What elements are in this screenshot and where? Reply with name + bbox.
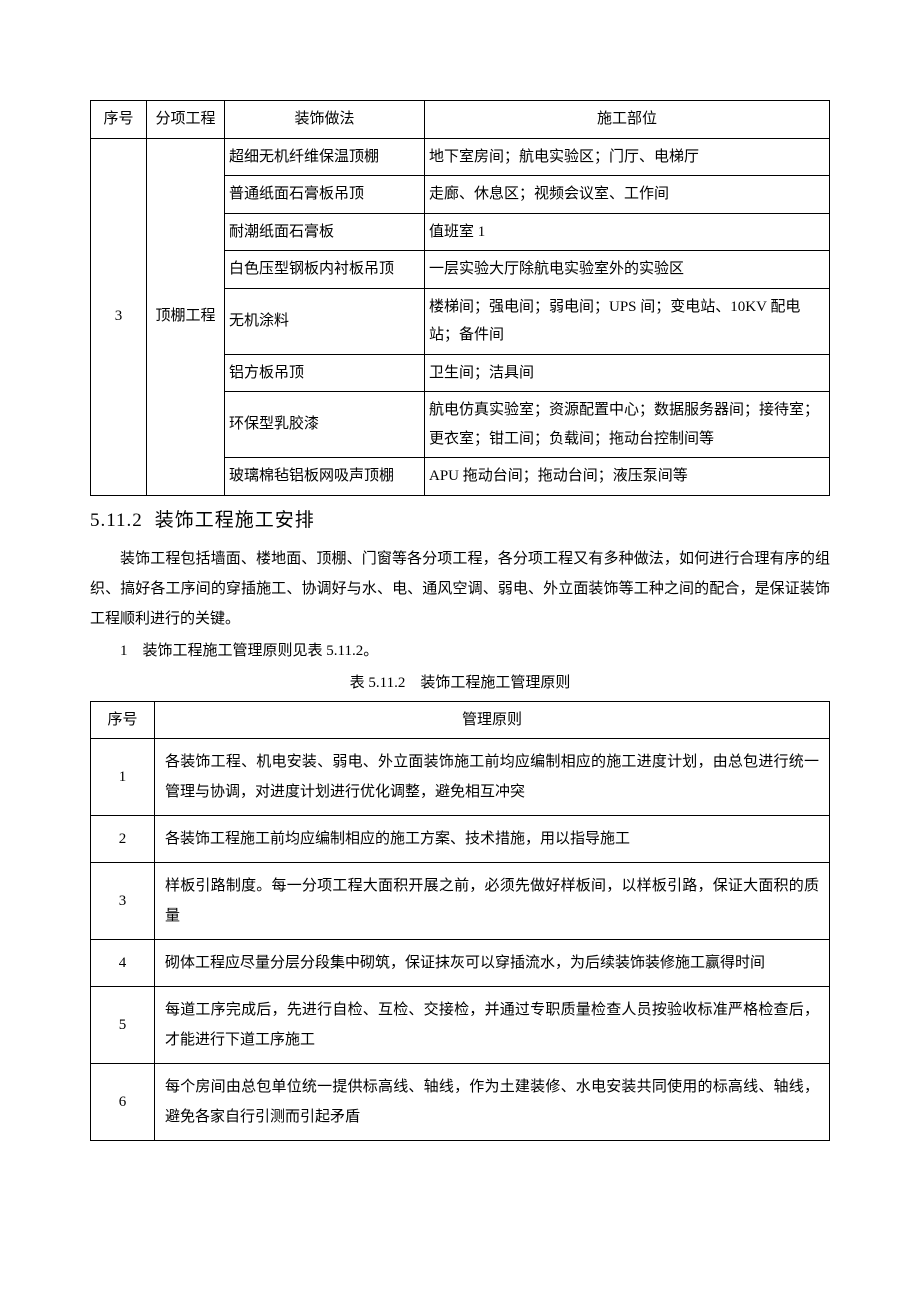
header-location: 施工部位 xyxy=(425,101,830,139)
table-header-row: 序号 管理原则 xyxy=(91,701,830,739)
cell-seq: 4 xyxy=(91,940,155,987)
heading-number: 5.11.2 xyxy=(90,510,143,531)
cell-principle: 各装饰工程施工前均应编制相应的施工方案、技术措施，用以指导施工 xyxy=(155,816,830,863)
heading-title: 装饰工程施工安排 xyxy=(155,510,315,531)
cell-location: 值班室 1 xyxy=(425,213,830,251)
table-row: 3 样板引路制度。每一分项工程大面积开展之前，必须先做好样板间，以样板引路，保证… xyxy=(91,863,830,940)
table-caption: 表 5.11.2 装饰工程施工管理原则 xyxy=(90,670,830,697)
table-row: 5 每道工序完成后，先进行自检、互检、交接检，并通过专职质量检查人员按验收标准严… xyxy=(91,987,830,1064)
table-row: 6 每个房间由总包单位统一提供标高线、轴线，作为土建装修、水电安装共同使用的标高… xyxy=(91,1064,830,1141)
cell-seq: 2 xyxy=(91,816,155,863)
table-row: 1 各装饰工程、机电安装、弱电、外立面装饰施工前均应编制相应的施工进度计划，由总… xyxy=(91,739,830,816)
header-project: 分项工程 xyxy=(147,101,225,139)
table-row: 4 砌体工程应尽量分层分段集中砌筑，保证抹灰可以穿插流水，为后续装饰装修施工赢得… xyxy=(91,940,830,987)
cell-method: 白色压型钢板内衬板吊顶 xyxy=(225,251,425,289)
cell-principle: 样板引路制度。每一分项工程大面积开展之前，必须先做好样板间，以样板引路，保证大面… xyxy=(155,863,830,940)
cell-method: 普通纸面石膏板吊顶 xyxy=(225,176,425,214)
header-principle: 管理原则 xyxy=(155,701,830,739)
cell-location: 航电仿真实验室；资源配置中心；数据服务器间；接待室；更衣室；钳工间；负载间；拖动… xyxy=(425,392,830,458)
header-method: 装饰做法 xyxy=(225,101,425,139)
cell-location: 走廊、休息区；视频会议室、工作间 xyxy=(425,176,830,214)
cell-location: 楼梯间；强电间；弱电间；UPS 间；变电站、10KV 配电站；备件间 xyxy=(425,288,830,354)
cell-principle: 砌体工程应尽量分层分段集中砌筑，保证抹灰可以穿插流水，为后续装饰装修施工赢得时间 xyxy=(155,940,830,987)
header-seq: 序号 xyxy=(91,101,147,139)
cell-method: 玻璃棉毡铝板网吸声顶棚 xyxy=(225,458,425,496)
cell-location: 一层实验大厅除航电实验室外的实验区 xyxy=(425,251,830,289)
cell-seq: 6 xyxy=(91,1064,155,1141)
table-decoration-methods: 序号 分项工程 装饰做法 施工部位 3 顶棚工程 超细无机纤维保温顶棚 地下室房… xyxy=(90,100,830,496)
cell-principle: 各装饰工程、机电安装、弱电、外立面装饰施工前均应编制相应的施工进度计划，由总包进… xyxy=(155,739,830,816)
header-seq: 序号 xyxy=(91,701,155,739)
cell-location: APU 拖动台间；拖动台间；液压泵间等 xyxy=(425,458,830,496)
cell-principle: 每个房间由总包单位统一提供标高线、轴线，作为土建装修、水电安装共同使用的标高线、… xyxy=(155,1064,830,1141)
cell-project: 顶棚工程 xyxy=(147,138,225,495)
table-management-principles: 序号 管理原则 1 各装饰工程、机电安装、弱电、外立面装饰施工前均应编制相应的施… xyxy=(90,701,830,1142)
section-heading: 5.11.2 装饰工程施工安排 xyxy=(90,504,830,538)
cell-seq: 5 xyxy=(91,987,155,1064)
cell-principle: 每道工序完成后，先进行自检、互检、交接检，并通过专职质量检查人员按验收标准严格检… xyxy=(155,987,830,1064)
cell-method: 无机涂料 xyxy=(225,288,425,354)
table-header-row: 序号 分项工程 装饰做法 施工部位 xyxy=(91,101,830,139)
cell-seq: 1 xyxy=(91,739,155,816)
cell-method: 环保型乳胶漆 xyxy=(225,392,425,458)
cell-method: 超细无机纤维保温顶棚 xyxy=(225,138,425,176)
cell-seq: 3 xyxy=(91,138,147,495)
table-row: 3 顶棚工程 超细无机纤维保温顶棚 地下室房间；航电实验区；门厅、电梯厅 xyxy=(91,138,830,176)
cell-method: 耐潮纸面石膏板 xyxy=(225,213,425,251)
body-paragraph: 装饰工程包括墙面、楼地面、顶棚、门窗等各分项工程，各分项工程又有多种做法，如何进… xyxy=(90,544,830,634)
cell-method: 铝方板吊顶 xyxy=(225,354,425,392)
cell-seq: 3 xyxy=(91,863,155,940)
body-paragraph-numbered: 1 装饰工程施工管理原则见表 5.11.2。 xyxy=(90,636,830,666)
cell-location: 卫生间；洁具间 xyxy=(425,354,830,392)
table-row: 2 各装饰工程施工前均应编制相应的施工方案、技术措施，用以指导施工 xyxy=(91,816,830,863)
cell-location: 地下室房间；航电实验区；门厅、电梯厅 xyxy=(425,138,830,176)
